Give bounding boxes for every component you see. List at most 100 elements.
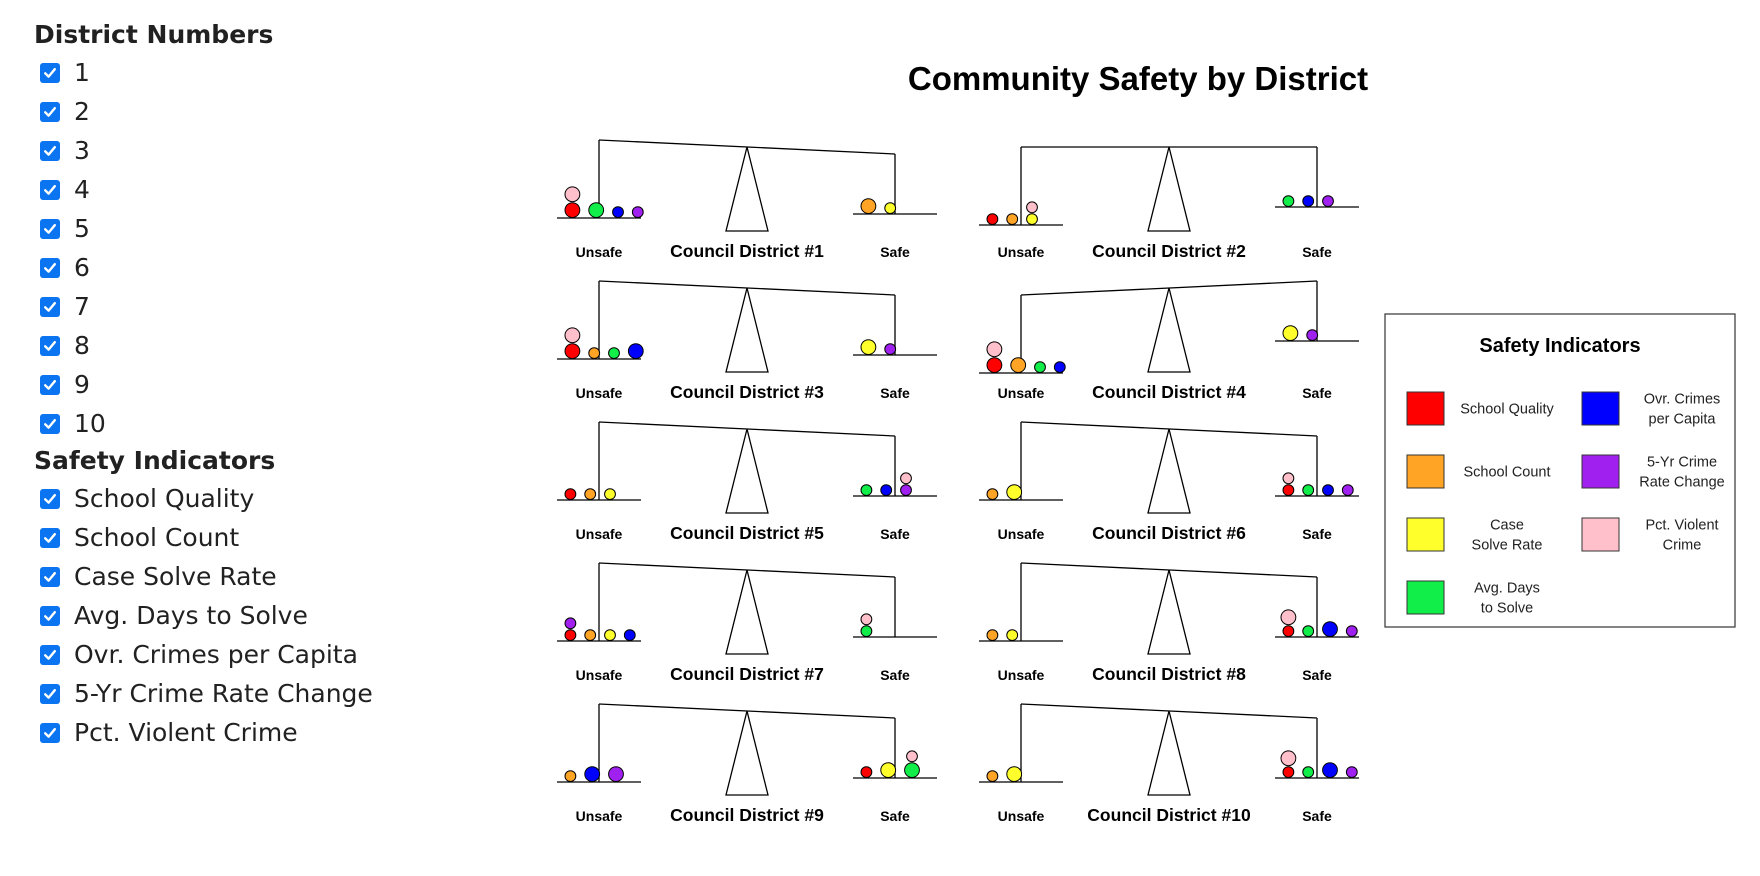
- legend-label: School Quality: [1460, 402, 1554, 418]
- district-option-1[interactable]: 1: [40, 53, 464, 92]
- scale-beam: [1020, 562, 1318, 578]
- district-option-7[interactable]: 7: [40, 287, 464, 326]
- indicator-ball-5-yr-crime-rate-change: [631, 206, 644, 219]
- indicator-ball-school-quality: [564, 202, 581, 219]
- district-option-label: 1: [74, 58, 90, 87]
- district-scale: Unsafe Safe Council District #9: [557, 703, 937, 825]
- checkbox-checked-icon[interactable]: [40, 140, 60, 161]
- indicator-ball-avg-days-to-solve: [1302, 766, 1315, 778]
- unsafe-label: Unsafe: [998, 244, 1045, 260]
- chart-title: Community Safety by District: [908, 60, 1368, 97]
- indicator-option-case-solve-rate[interactable]: Case Solve Rate: [40, 557, 464, 596]
- indicator-ball-school-count: [986, 488, 999, 501]
- fulcrum: [725, 569, 769, 655]
- legend-item-case-solve-rate: Case Solve Rate: [1406, 517, 1543, 554]
- checkbox-checked-icon[interactable]: [40, 335, 60, 356]
- district-option-9[interactable]: 9: [40, 365, 464, 404]
- checkbox-checked-icon[interactable]: [40, 566, 60, 587]
- indicator-ball-5-yr-crime-rate-change: [1345, 766, 1358, 778]
- checkbox-checked-icon[interactable]: [40, 644, 60, 665]
- indicator-ball-5-yr-crime-rate-change: [1345, 625, 1358, 637]
- indicator-ball-case-solve-rate: [604, 629, 616, 641]
- indicator-option-school-quality[interactable]: School Quality: [40, 479, 464, 518]
- legend-label: School Count: [1463, 465, 1550, 481]
- indicator-ball-school-quality: [1282, 766, 1295, 778]
- unsafe-label: Unsafe: [576, 667, 623, 683]
- indicator-option-5-yr-crime-rate-change[interactable]: 5-Yr Crime Rate Change: [40, 674, 464, 713]
- district-scale: Unsafe Safe Council District #7: [557, 562, 937, 684]
- indicator-option-ovr-crimes-per-capita[interactable]: Ovr. Crimes per Capita: [40, 635, 464, 674]
- scale-beam: [598, 139, 896, 155]
- indicator-ball-ovr-crimes-per-capita: [1322, 621, 1338, 637]
- unsafe-label: Unsafe: [576, 385, 623, 401]
- checkbox-checked-icon[interactable]: [40, 218, 60, 239]
- indicator-ball-5-yr-crime-rate-change: [1306, 329, 1319, 342]
- district-option-4[interactable]: 4: [40, 170, 464, 209]
- fulcrum: [725, 146, 769, 232]
- legend-label: Pct. Violent Crime: [1645, 518, 1718, 554]
- indicator-option-label: School Count: [74, 523, 240, 552]
- checkbox-checked-icon[interactable]: [40, 722, 60, 743]
- district-option-6[interactable]: 6: [40, 248, 464, 287]
- checkbox-checked-icon[interactable]: [40, 62, 60, 83]
- indicator-ball-school-count: [584, 629, 597, 641]
- indicator-ball-school-quality: [860, 766, 873, 778]
- fulcrum: [1147, 428, 1191, 514]
- unsafe-label: Unsafe: [998, 385, 1045, 401]
- indicator-ball-5-yr-crime-rate-change: [1322, 195, 1334, 208]
- indicator-ball-ovr-crimes-per-capita: [584, 766, 601, 782]
- checkbox-checked-icon[interactable]: [40, 488, 60, 509]
- checkbox-checked-icon[interactable]: [40, 179, 60, 200]
- district-option-2[interactable]: 2: [40, 92, 464, 131]
- district-option-label: 10: [74, 409, 106, 438]
- district-option-8[interactable]: 8: [40, 326, 464, 365]
- indicator-ball-ovr-crimes-per-capita: [623, 629, 636, 641]
- legend-item-5-yr-crime-rate-change: 5-Yr Crime Rate Change: [1581, 454, 1725, 491]
- indicator-ball-case-solve-rate: [884, 202, 897, 215]
- indicator-ball-5-yr-crime-rate-change: [1341, 484, 1354, 497]
- indicator-ball-avg-days-to-solve: [860, 625, 873, 637]
- district-name: Council District #10: [1087, 805, 1251, 825]
- district-option-3[interactable]: 3: [40, 131, 464, 170]
- district-filter-title: District Numbers: [34, 20, 274, 49]
- indicator-option-avg-days-to-solve[interactable]: Avg. Days to Solve: [40, 596, 464, 635]
- checkbox-checked-icon[interactable]: [40, 527, 60, 548]
- checkbox-checked-icon[interactable]: [40, 374, 60, 395]
- legend: Safety Indicators School Quality School C…: [1384, 313, 1736, 628]
- indicator-ball-pct-violent-crime: [900, 472, 912, 485]
- indicator-ball-ovr-crimes-per-capita: [627, 343, 644, 360]
- district-scale: Unsafe Safe Council District #3: [557, 280, 937, 402]
- indicator-ball-pct-violent-crime: [1282, 472, 1295, 485]
- indicator-option-pct-violent-crime[interactable]: Pct. Violent Crime: [40, 713, 464, 752]
- indicator-ball-ovr-crimes-per-capita: [1322, 762, 1338, 778]
- district-option-label: 6: [74, 253, 90, 282]
- fulcrum: [725, 428, 769, 514]
- unsafe-label: Unsafe: [576, 808, 623, 824]
- district-option-5[interactable]: 5: [40, 209, 464, 248]
- district-scale: Unsafe Safe Council District #10: [979, 703, 1359, 825]
- legend-title: Safety Indicators: [1479, 335, 1640, 357]
- indicator-ball-school-quality: [986, 357, 1003, 374]
- indicator-option-label: Ovr. Crimes per Capita: [74, 640, 358, 669]
- checkbox-checked-icon[interactable]: [40, 683, 60, 704]
- legend-item-pct-violent-crime: Pct. Violent Crime: [1581, 517, 1719, 554]
- district-option-label: 9: [74, 370, 90, 399]
- district-option-label: 8: [74, 331, 90, 360]
- indicator-ball-avg-days-to-solve: [1282, 195, 1295, 208]
- district-option-label: 7: [74, 292, 90, 321]
- checkbox-checked-icon[interactable]: [40, 605, 60, 626]
- legend-label: Case Solve Rate: [1472, 518, 1543, 554]
- indicator-ball-school-quality: [564, 343, 581, 360]
- indicator-option-school-count[interactable]: School Count: [40, 518, 464, 557]
- checkbox-checked-icon[interactable]: [40, 257, 60, 278]
- unsafe-label: Unsafe: [998, 526, 1045, 542]
- checkbox-checked-icon[interactable]: [40, 101, 60, 122]
- fulcrum: [1147, 146, 1191, 232]
- checkbox-checked-icon[interactable]: [40, 413, 60, 434]
- indicator-option-label: Pct. Violent Crime: [74, 718, 298, 747]
- checkbox-checked-icon[interactable]: [40, 296, 60, 317]
- district-option-10[interactable]: 10: [40, 404, 464, 443]
- indicator-ball-school-count: [1010, 357, 1027, 374]
- indicator-ball-pct-violent-crime: [1026, 201, 1038, 214]
